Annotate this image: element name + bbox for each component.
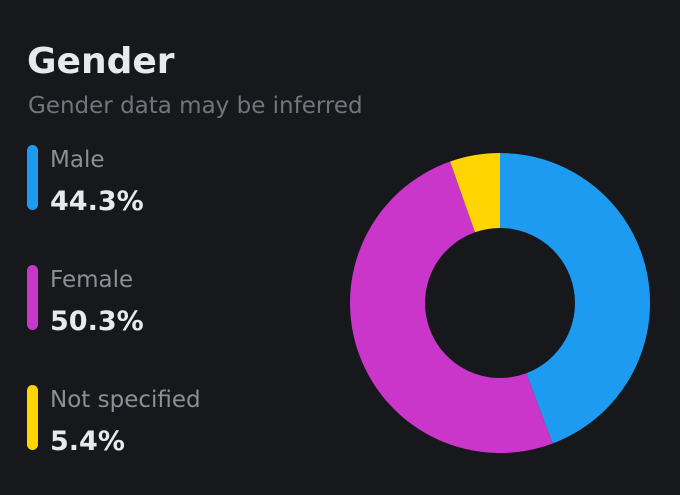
chart-subtitle: Gender data may be inferred [28, 93, 363, 119]
donut-slice [450, 153, 500, 233]
legend-label: Male [50, 147, 104, 173]
legend-value: 50.3% [50, 306, 144, 337]
legend-value: 5.4% [50, 426, 125, 457]
legend-label: Female [50, 267, 133, 293]
donut-slice [500, 153, 651, 444]
legend-swatch [27, 145, 38, 210]
legend-swatch [27, 265, 38, 330]
donut-slice [349, 161, 553, 454]
legend-label: Not specified [50, 387, 201, 413]
legend-value: 44.3% [50, 186, 144, 217]
chart-title: Gender [27, 41, 175, 82]
legend-swatch [27, 385, 38, 450]
